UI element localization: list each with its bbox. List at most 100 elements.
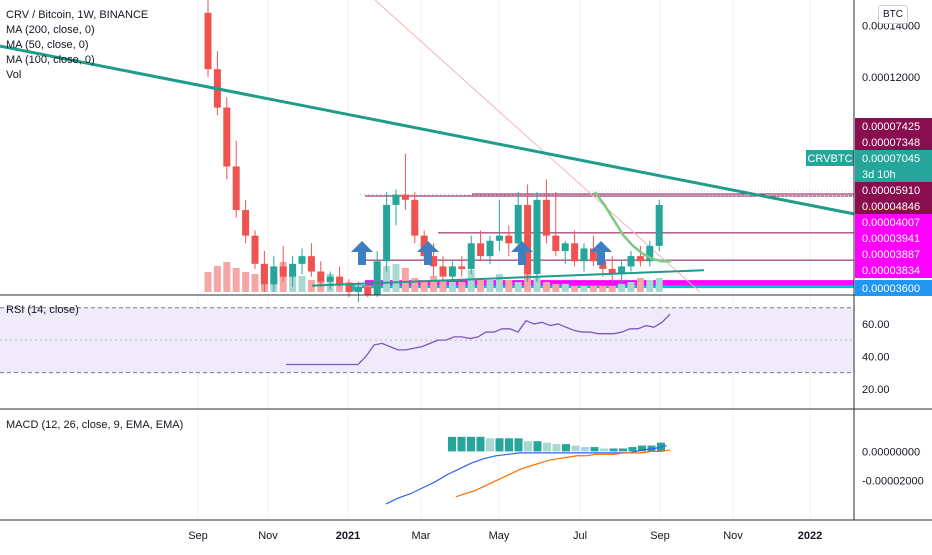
- candle-body: [336, 276, 344, 285]
- ascending-support-line: [311, 269, 705, 287]
- macd-histogram-bar: [609, 448, 618, 452]
- price-label-box: [855, 246, 932, 262]
- candle-body: [448, 266, 456, 277]
- candle-body: [599, 261, 607, 269]
- volume-bar: [242, 272, 250, 292]
- price-label-box: [855, 262, 932, 278]
- currency-badge[interactable]: BTC: [878, 5, 908, 24]
- price-label-box: [855, 182, 932, 198]
- ma200-legend[interactable]: MA (200, close, 0): [6, 24, 95, 36]
- volume-bar: [411, 278, 419, 292]
- macd-legend[interactable]: MACD (12, 26, close, 9, EMA, EMA): [6, 419, 184, 431]
- price-label-text: 0.00007045: [862, 153, 920, 165]
- up-arrow-annotation: [351, 241, 373, 265]
- volume-bar: [599, 286, 607, 292]
- price-label-box: [855, 198, 932, 214]
- volume-bar: [618, 284, 626, 292]
- volume-bar: [627, 282, 635, 292]
- price-label-text: 0.00003600: [862, 283, 920, 295]
- candle-body: [627, 256, 635, 267]
- volume-bar: [608, 286, 616, 292]
- diagonal-guide: [374, 0, 701, 293]
- price-label-text: 0.00003887: [862, 249, 920, 261]
- volume-bar: [467, 270, 475, 292]
- macd-axis-label: 0.00000000: [862, 446, 920, 458]
- candle-body: [524, 204, 532, 275]
- macd-histogram-bar: [524, 441, 532, 452]
- time-axis-label: 2022: [798, 530, 822, 542]
- up-arrow-annotation: [417, 241, 439, 265]
- macd-histogram-bar: [467, 436, 475, 452]
- volume-bar: [223, 262, 231, 292]
- candle-body: [354, 286, 362, 292]
- candle-body: [618, 266, 626, 275]
- candle-body: [307, 256, 315, 272]
- candle-body: [298, 256, 306, 264]
- signal-line: [455, 449, 670, 498]
- candle-body: [458, 266, 466, 269]
- volume-bar: [571, 286, 579, 292]
- volume-bar: [448, 282, 456, 292]
- macd-histogram-bar: [628, 447, 637, 452]
- candle-body: [561, 243, 569, 252]
- candle-body: [392, 194, 400, 205]
- price-label-text: 0.00003941: [862, 233, 920, 245]
- candle-body: [251, 235, 259, 264]
- rsi-axis-label: 60.00: [862, 319, 890, 331]
- volume-bar: [383, 266, 391, 292]
- candle-body: [495, 235, 503, 241]
- time-axis-label: May: [489, 530, 510, 542]
- volume-bar: [204, 272, 212, 292]
- candle-body: [383, 204, 391, 262]
- candle-body: [439, 266, 447, 277]
- candle-body: [411, 199, 419, 236]
- candle-body: [232, 166, 240, 211]
- volume-bar: [646, 280, 654, 292]
- volume-bar: [477, 278, 485, 292]
- candle-body: [364, 286, 372, 295]
- volume-bar: [307, 280, 315, 292]
- price-label-text: 0.00003834: [862, 265, 920, 277]
- volume-bar: [552, 284, 560, 292]
- price-label-box: [855, 280, 932, 296]
- macd-histogram-bar: [476, 436, 485, 452]
- time-axis-label: Nov: [723, 530, 743, 542]
- price-label-box: [855, 230, 932, 246]
- candle-body: [636, 256, 644, 262]
- candle-body: [589, 248, 597, 262]
- symbol-title[interactable]: CRV / Bitcoin, 1W, BINANCE: [6, 9, 149, 21]
- macd-histogram-bar: [590, 447, 599, 452]
- macd-axis-label: -0.00002000: [862, 476, 924, 488]
- volume-legend[interactable]: Vol: [6, 69, 22, 81]
- volume-bar: [589, 286, 597, 292]
- macd-histogram-bar: [505, 438, 513, 452]
- volume-bar: [542, 282, 550, 292]
- volume-bar: [505, 280, 513, 292]
- macd-histogram-bar: [448, 436, 456, 452]
- price-label-text: 0.00007348: [862, 137, 920, 149]
- rsi-legend[interactable]: RSI (14, close): [6, 304, 79, 316]
- rsi-layer: [0, 307, 854, 374]
- ma50-legend[interactable]: MA (50, close, 0): [6, 39, 89, 51]
- candle-body: [326, 276, 334, 282]
- candle-body: [533, 199, 541, 275]
- macd-histogram-bar: [581, 447, 589, 452]
- ma100-legend[interactable]: MA (100, close, 0): [6, 54, 95, 66]
- volume-bar: [514, 282, 522, 292]
- volume-bar: [458, 282, 466, 292]
- candle-body: [279, 266, 287, 277]
- volume-bar: [213, 266, 221, 292]
- rsi-axis-label: 40.00: [862, 351, 890, 363]
- descending-trendline: [0, 44, 855, 216]
- candle-body: [204, 12, 212, 70]
- time-axis-label: Sep: [650, 530, 670, 542]
- drawing-layer: CRVBTC: [0, 44, 855, 287]
- macd-histogram-bar: [495, 438, 504, 452]
- price-label-box: [855, 134, 932, 150]
- candle-body: [223, 107, 231, 167]
- macd-histogram-bar: [600, 448, 608, 452]
- macd-histogram-bar: [638, 445, 646, 452]
- volume-bar: [420, 280, 428, 292]
- candle-body: [270, 266, 278, 285]
